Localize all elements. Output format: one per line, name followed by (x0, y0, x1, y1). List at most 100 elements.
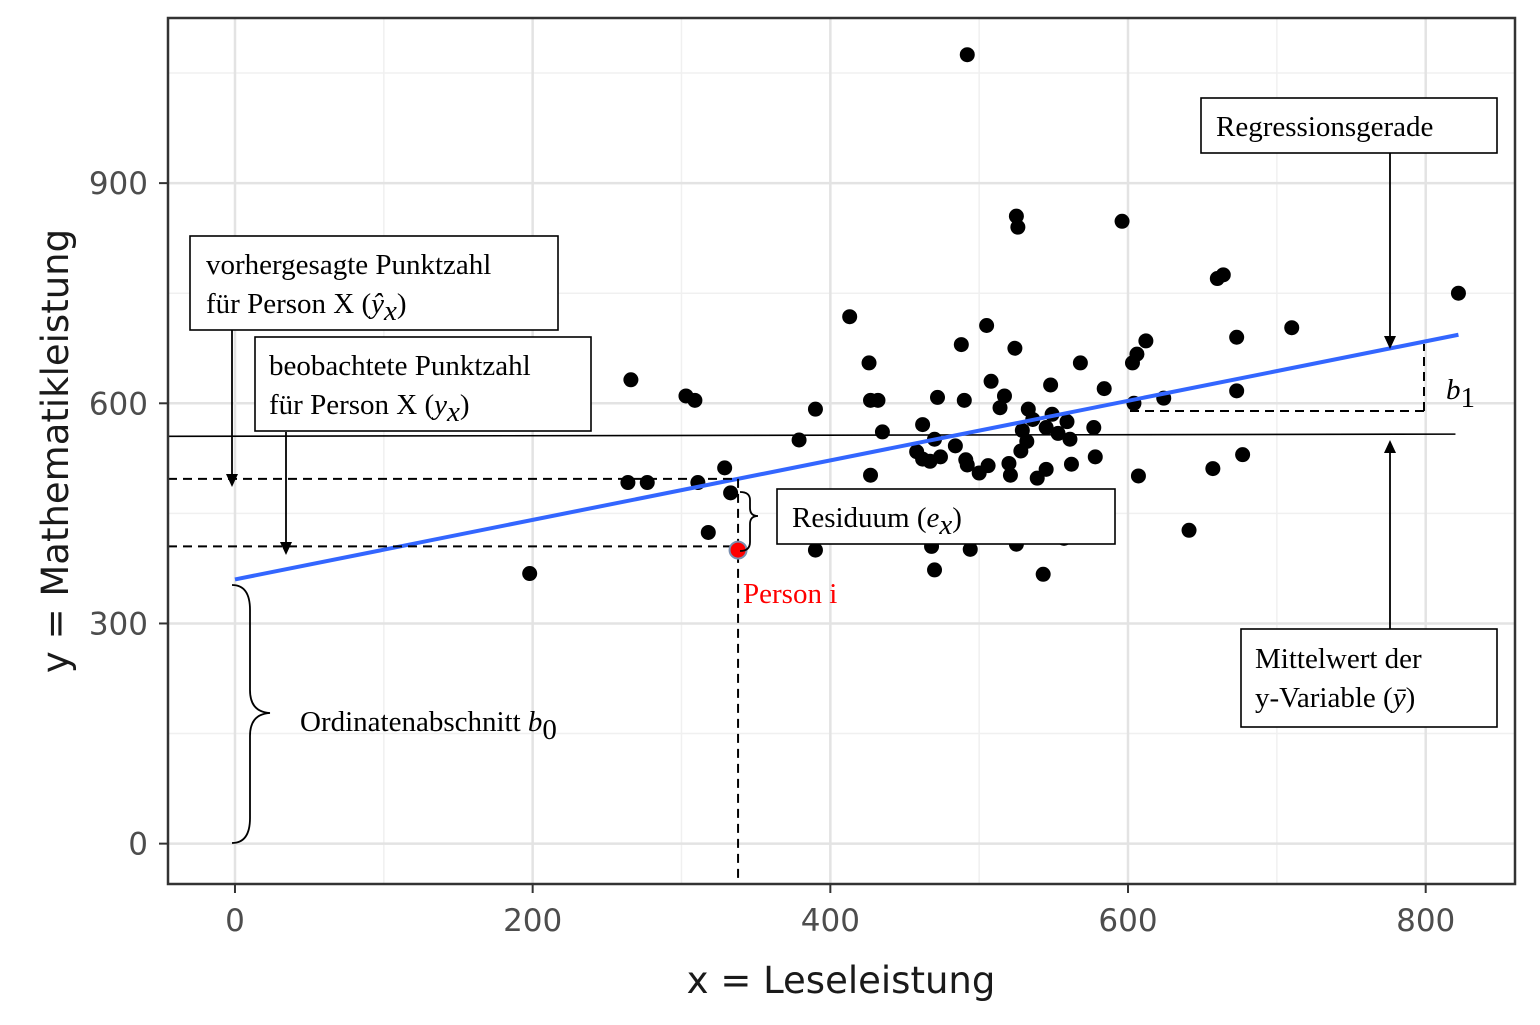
observed-label-line1: beobachtete Punktzahl (269, 350, 531, 382)
data-point (1130, 468, 1146, 484)
data-point (1035, 566, 1051, 582)
data-point (807, 401, 823, 417)
predicted-label-math: ŷ (368, 288, 384, 320)
residual-label-sub: x (938, 509, 952, 541)
x-axis: 0 200 400 600 800 (225, 884, 1455, 939)
mean-line (167, 433, 1456, 438)
data-point (1072, 355, 1088, 371)
predicted-label-paren: ) (397, 288, 407, 320)
residual-brace (739, 491, 759, 552)
data-point (983, 373, 999, 389)
y-axis-title: y = Mathematikleistung (34, 229, 77, 673)
data-point (1038, 461, 1054, 477)
observed-label-line2: für Person X (yx) (269, 389, 470, 428)
predicted-arrowhead (226, 474, 238, 487)
observed-label-text: für Person X ( (269, 389, 434, 421)
arrowheads (226, 336, 1396, 555)
y-tick-label: 900 (89, 166, 148, 202)
data-point (953, 337, 969, 353)
intercept-label-math: b (528, 706, 543, 738)
data-point (1086, 420, 1102, 436)
data-point (1229, 329, 1245, 345)
data-point (927, 562, 943, 578)
mean-label-paren: ) (1406, 682, 1416, 714)
regression-arrowhead (1384, 336, 1396, 349)
y-axis: 0 300 600 900 (89, 166, 168, 863)
data-point (700, 524, 716, 540)
slope-label-sub: 1 (1461, 382, 1476, 414)
y-tick-label: 300 (89, 606, 148, 642)
person-i-label: Person i (743, 578, 837, 610)
data-point (947, 438, 963, 454)
residual-label: Residuum (ex) (792, 502, 962, 541)
data-point (717, 460, 733, 476)
data-point (1043, 377, 1059, 393)
annotations (231, 153, 1425, 844)
y-tick-label: 600 (89, 386, 148, 422)
mean-label-text: y-Variable ( (1255, 682, 1393, 714)
mean-label-box (1240, 628, 1498, 728)
data-point (1096, 381, 1112, 397)
x-tick-label: 200 (503, 903, 562, 939)
regression-label: Regressionsgerade (1216, 111, 1433, 143)
data-point (932, 449, 948, 465)
data-point (1063, 456, 1079, 472)
data-point (1215, 267, 1231, 283)
data-point (1205, 461, 1221, 477)
data-point (956, 392, 972, 408)
data-point (996, 388, 1012, 404)
x-tick-label: 600 (1098, 903, 1157, 939)
mean-label-line1: Mittelwert der (1255, 643, 1422, 675)
x-tick-label: 400 (801, 903, 860, 939)
residual-label-paren: ) (952, 502, 962, 534)
intercept-brace (231, 584, 271, 844)
data-point (1124, 355, 1140, 371)
data-point (992, 400, 1008, 416)
data-point (1450, 285, 1466, 301)
x-tick-label: 800 (1396, 903, 1455, 939)
data-point (874, 424, 890, 440)
data-point (861, 355, 877, 371)
data-point (1038, 420, 1054, 436)
predicted-label-text: für Person X ( (206, 288, 371, 320)
data-point (1284, 320, 1300, 336)
mean-label-line2: y-Variable (ȳ) (1255, 682, 1415, 714)
x-tick-label: 0 (225, 903, 245, 939)
data-point (807, 542, 823, 558)
data-point (639, 475, 655, 491)
data-point (791, 432, 807, 448)
data-point (620, 475, 636, 491)
predicted-label-line2: für Person X (ŷx) (206, 288, 407, 327)
regression-label-box (1200, 97, 1498, 154)
x-axis-title: x = Leseleistung (687, 959, 996, 1002)
data-point (1229, 383, 1245, 399)
data-point (959, 457, 975, 473)
data-point (1019, 433, 1035, 449)
data-point (962, 541, 978, 557)
plot-border (166, 16, 1517, 886)
predicted-label-line1: vorhergesagte Punktzahl (206, 249, 491, 281)
predicted-label-box (189, 235, 559, 331)
data-point (1181, 522, 1197, 538)
intercept-label-sub: 0 (542, 714, 557, 746)
data-point (1007, 340, 1023, 356)
intercept-label-text: Ordinatenabschnitt (300, 706, 528, 738)
data-point (870, 392, 886, 408)
data-point (1050, 425, 1066, 441)
residual-label-box (776, 488, 1116, 545)
data-point (522, 566, 538, 582)
data-point (930, 389, 946, 405)
intercept-label: Ordinatenabschnitt b0 (300, 706, 557, 746)
data-point (863, 467, 879, 483)
data-point (1008, 208, 1024, 224)
data-point (623, 372, 639, 388)
predicted-label-sub: x (383, 295, 397, 327)
slope-label: b1 (1446, 374, 1475, 414)
data-point (959, 47, 975, 63)
data-point (723, 485, 739, 501)
data-point (842, 309, 858, 325)
y-tick-label: 0 (128, 827, 148, 863)
observed-label-paren: ) (460, 389, 470, 421)
data-point (1087, 449, 1103, 465)
